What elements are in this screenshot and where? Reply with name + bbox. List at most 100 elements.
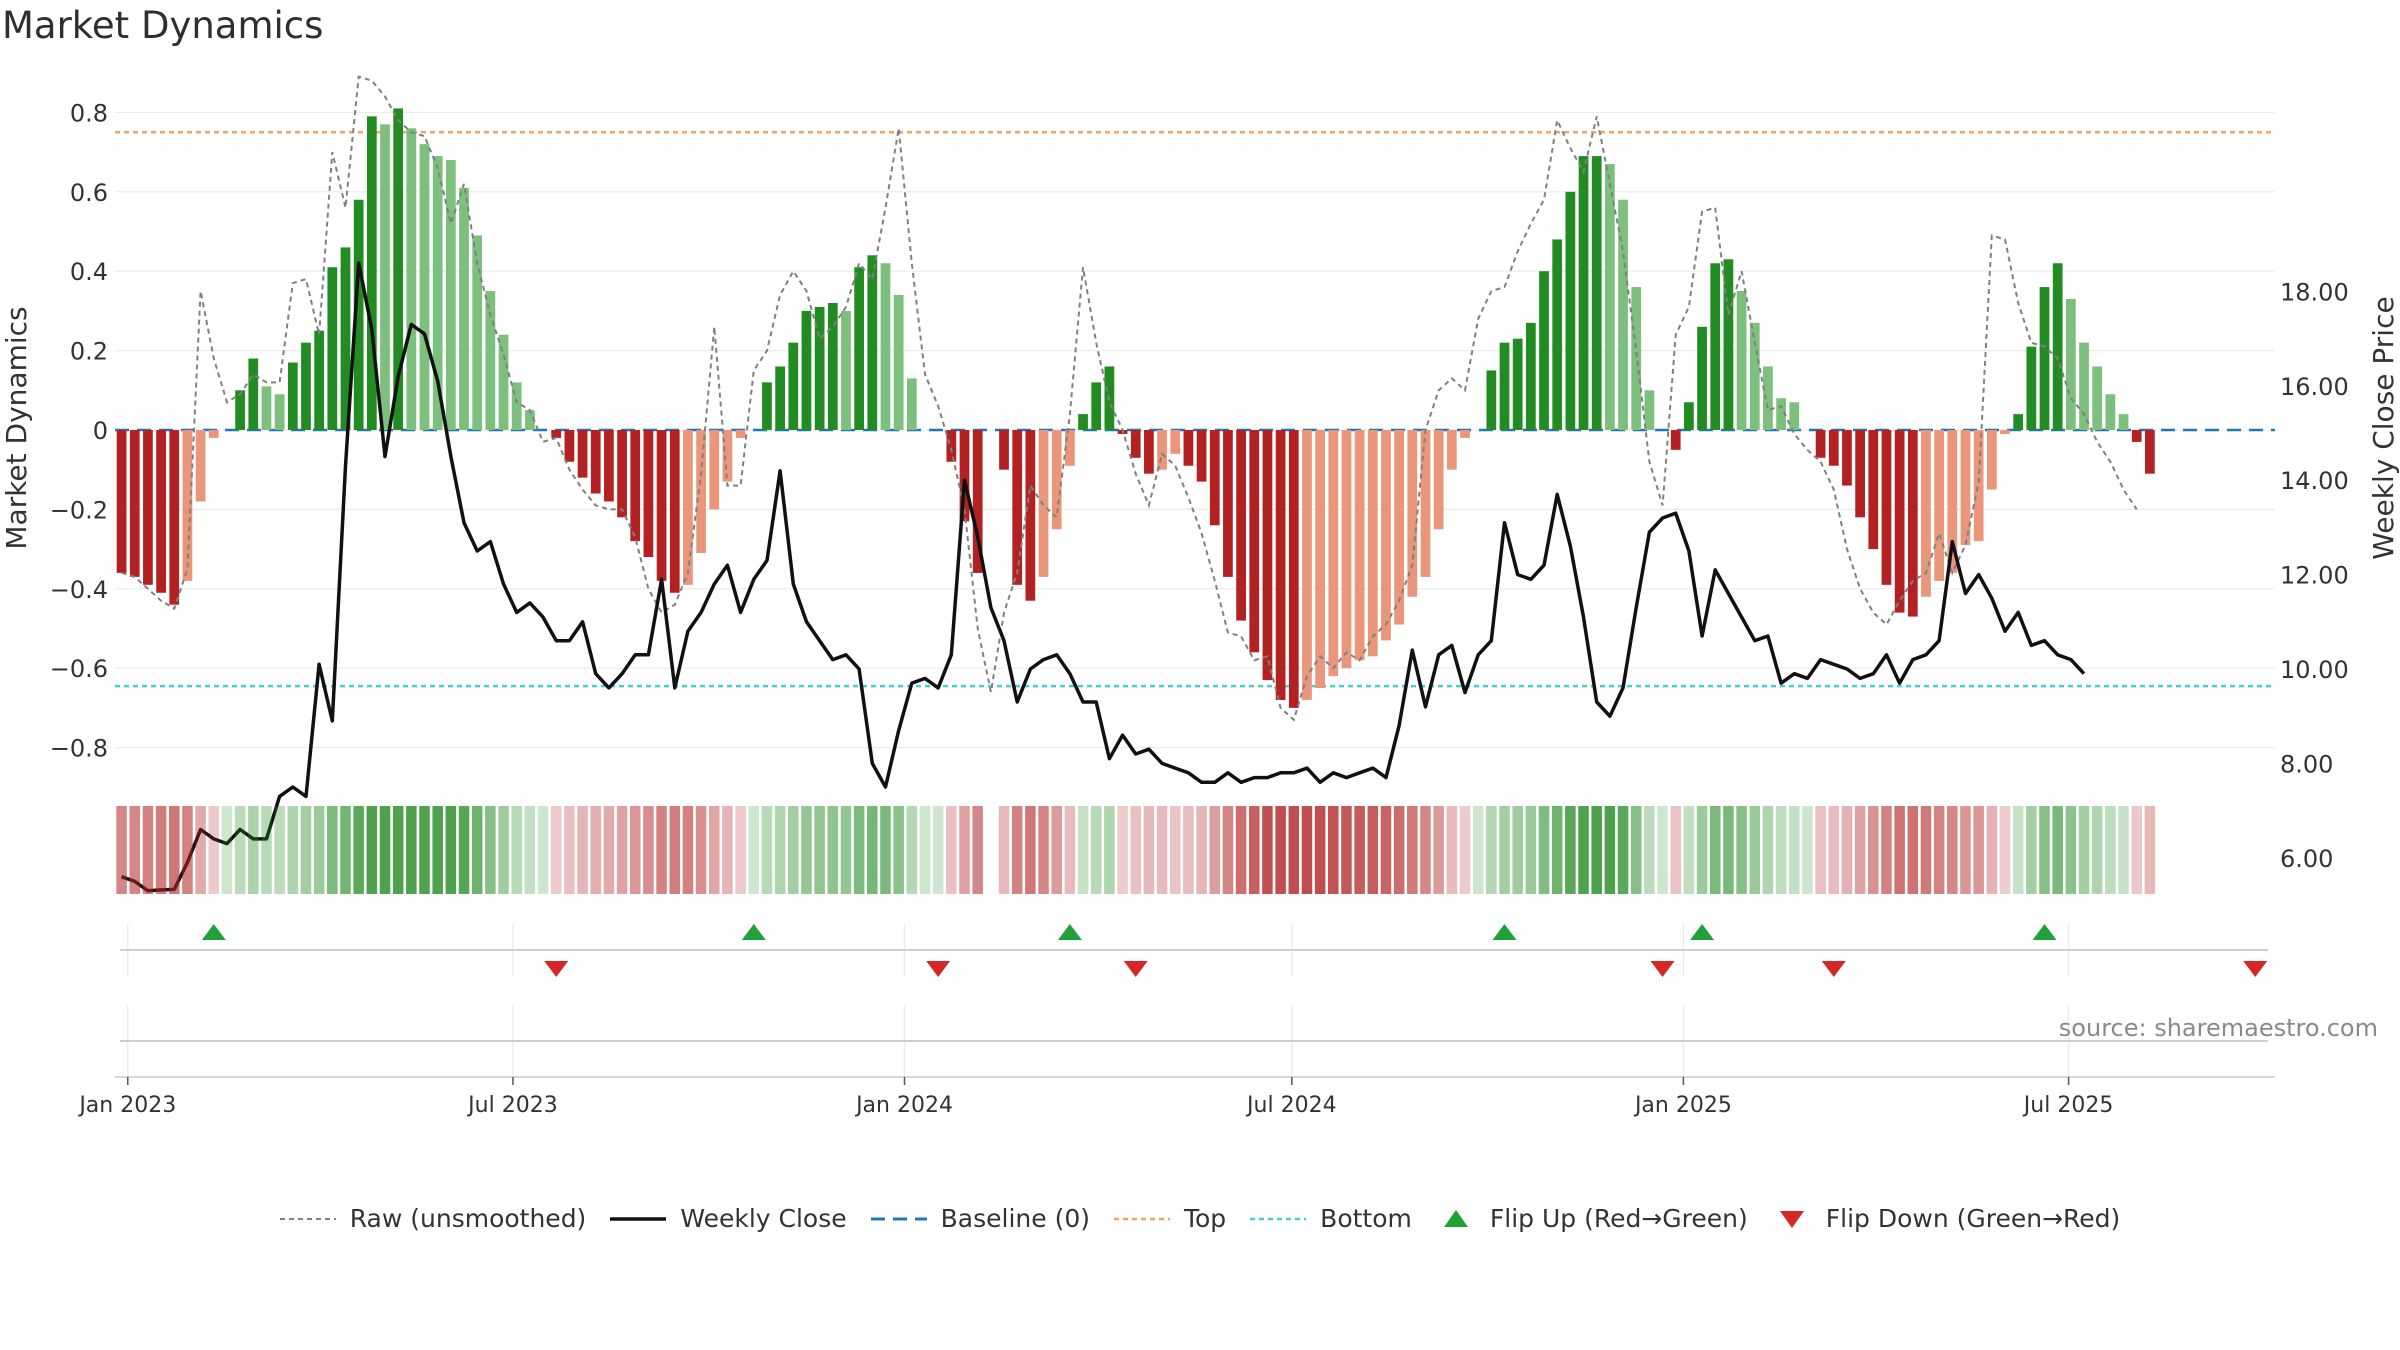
dynamics-bar — [2145, 430, 2155, 474]
dynamics-bar — [1407, 430, 1418, 597]
ribbon-cell — [1933, 806, 1945, 894]
ribbon-cell — [458, 806, 470, 894]
ribbon-cell — [1578, 806, 1589, 894]
dynamics-bar — [814, 306, 825, 430]
dynamics-bar — [854, 267, 865, 430]
y-tick-label: 0.4 — [70, 258, 108, 286]
dynamics-bar — [314, 330, 325, 430]
dynamics-bar — [1749, 322, 1760, 430]
dynamics-bar — [1512, 338, 1523, 430]
weekly-close-line — [121, 261, 2086, 893]
ribbon-cell — [169, 806, 180, 894]
y2-axis-label: Weekly Close Price — [2367, 296, 2400, 559]
ribbon-cell — [195, 806, 206, 894]
dynamics-bar — [1078, 414, 1088, 430]
ribbon-cell — [142, 806, 154, 894]
legend-label: Baseline (0) — [940, 1204, 1090, 1233]
dynamics-bar — [1960, 430, 1971, 546]
dynamics-bar — [656, 430, 667, 581]
ribbon-cell — [2052, 806, 2063, 894]
ribbon-cell — [722, 806, 733, 894]
dynamics-bar — [1934, 430, 1945, 581]
ribbon-cell — [1499, 806, 1510, 894]
dynamics-bar — [604, 430, 614, 502]
dynamics-bar — [867, 255, 878, 430]
ribbon-cell — [208, 806, 220, 894]
dynamics-bar — [156, 430, 166, 593]
dynamics-bar — [327, 267, 338, 430]
ribbon-cell — [1143, 806, 1155, 894]
flip-up-marker — [1690, 924, 1715, 940]
ribbon-cell — [1064, 806, 1076, 894]
ribbon-cell — [1920, 806, 1932, 894]
dynamics-bar — [2000, 430, 2010, 434]
dynamics-bar — [643, 430, 654, 558]
legend-label: Weekly Close — [680, 1204, 847, 1233]
ribbon-cell — [1262, 806, 1273, 894]
ribbon-cell — [182, 806, 193, 894]
dynamics-bar — [1130, 430, 1141, 458]
ribbon-cell — [1314, 806, 1326, 894]
dynamics-bar — [1420, 430, 1431, 577]
dynamics-bar — [274, 394, 285, 430]
y2-tick-label: 8.00 — [2280, 750, 2333, 778]
legend-item-bottom: Bottom — [1250, 1204, 1412, 1233]
triangle-up-icon — [1443, 1209, 1468, 1227]
ribbon-cell — [1077, 806, 1089, 894]
y-tick-label: −0.4 — [50, 576, 108, 604]
dynamics-bar — [1828, 430, 1839, 466]
ribbon-cell — [221, 806, 233, 894]
dynamics-bar — [551, 430, 562, 438]
dynamics-bar — [1723, 259, 1734, 430]
ribbon-cell — [1380, 806, 1392, 894]
dynamics-bar — [1881, 430, 1892, 585]
dynamics-bar — [366, 116, 377, 431]
ribbon-cell — [1341, 806, 1352, 894]
ribbon-cell — [1235, 806, 1247, 894]
ribbon-cell — [1209, 806, 1221, 894]
ribbon-cell — [629, 806, 641, 894]
dynamics-bar — [525, 410, 535, 430]
dynamics-bar — [827, 302, 838, 430]
y2-tick-label: 14.00 — [2280, 467, 2349, 495]
dynamics-bars — [116, 108, 2155, 708]
dynamics-bar — [301, 342, 311, 430]
ribbon-cell — [537, 806, 549, 894]
ribbon-cell — [1696, 806, 1708, 894]
ribbon-cell — [274, 806, 285, 894]
dynamics-bar — [1460, 430, 1470, 438]
ribbon-cell — [2131, 806, 2142, 894]
ribbon-cell — [959, 806, 970, 894]
ribbon-cell — [1038, 806, 1049, 894]
dynamics-bar — [235, 390, 245, 430]
dynamics-bar — [1499, 342, 1510, 430]
flip-down-marker — [544, 961, 569, 977]
ribbon-cell — [972, 806, 983, 894]
ribbon-cell — [1709, 806, 1721, 894]
ribbon-cell — [590, 806, 601, 894]
ribbon-cell — [880, 806, 891, 894]
ribbon-cell — [524, 806, 536, 894]
solid-line-icon — [610, 1216, 667, 1221]
ribbon-cell — [550, 806, 562, 894]
dynamics-bar — [1328, 430, 1339, 677]
x-tick-label: Jan 2024 — [854, 1093, 953, 1118]
ribbon-cell — [1986, 806, 1998, 894]
dynamics-bar — [129, 430, 140, 577]
flip-markers — [120, 924, 2268, 1077]
x-tick-label: Jul 2023 — [466, 1093, 558, 1118]
axes: 0.8 0.6 0.4 0.2 0 −0.2 −0.4 −0.6 −0.8 18.00 16.00 1… — [0, 99, 2400, 872]
dynamics-bar — [2118, 414, 2129, 430]
dynamics-bar — [432, 156, 443, 430]
dynamics-bar — [788, 342, 799, 430]
ribbon-cell — [155, 806, 167, 894]
dynamics-bar — [116, 430, 127, 573]
legend-item-flip-up: Flip Up (Red→Green) — [1436, 1204, 1748, 1233]
flip-down-marker — [1650, 961, 1675, 977]
dynamics-bar — [2079, 342, 2089, 430]
ribbon-cell — [1117, 806, 1128, 894]
dynamics-bar — [801, 310, 812, 430]
ribbon-cell — [353, 806, 364, 894]
dynamics-bar — [406, 128, 417, 430]
ribbon-cell — [1683, 806, 1695, 894]
